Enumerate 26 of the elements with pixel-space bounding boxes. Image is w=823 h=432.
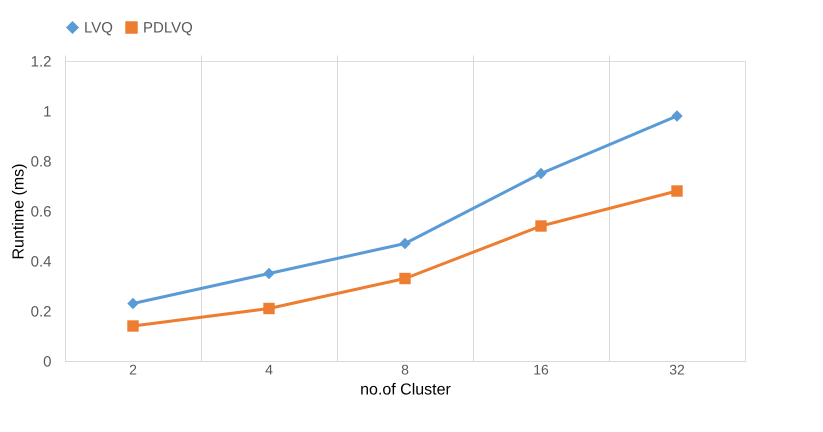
y-axis-title: Runtime (ms) xyxy=(10,163,28,260)
point xyxy=(127,298,139,310)
x-tick-label: 16 xyxy=(533,362,549,378)
point xyxy=(399,272,411,284)
point xyxy=(671,185,683,197)
point xyxy=(399,238,411,250)
point xyxy=(263,268,275,280)
x-tick-label: 32 xyxy=(669,362,685,378)
x-tick-label: 8 xyxy=(401,362,410,378)
legend-label: LVQ xyxy=(84,20,113,37)
y-tick-label: 0 xyxy=(43,354,52,370)
point xyxy=(127,320,139,332)
point xyxy=(535,168,547,180)
x-tick-label: 4 xyxy=(265,362,274,378)
y-tick-label: 0.2 xyxy=(30,304,52,320)
point xyxy=(535,220,547,232)
legend-label: PDLVQ xyxy=(143,20,193,37)
y-tick-label: 1.2 xyxy=(30,54,52,70)
y-tick-label: 0.4 xyxy=(30,254,52,270)
x-tick-label: 2 xyxy=(129,362,138,378)
y-tick-label: 0.8 xyxy=(30,154,52,170)
point xyxy=(263,302,275,314)
x-axis-title: no.of Cluster xyxy=(360,382,452,398)
y-tick-label: 0.6 xyxy=(30,204,52,220)
point xyxy=(671,110,683,122)
y-tick-label: 1 xyxy=(43,104,52,120)
